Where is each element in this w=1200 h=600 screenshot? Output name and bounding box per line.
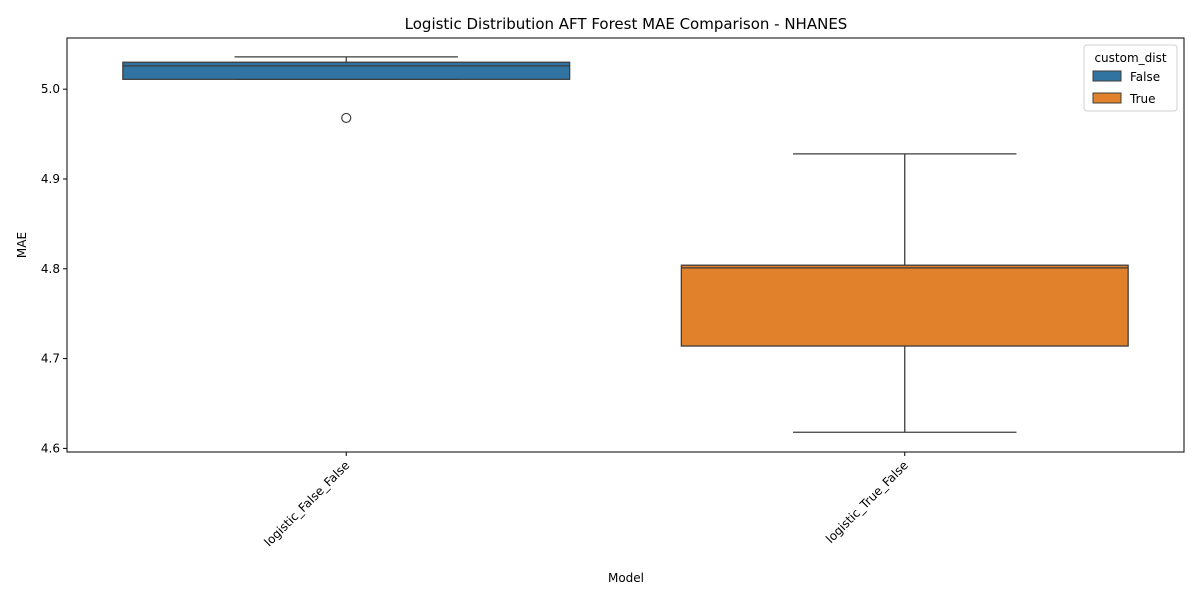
x-tick-label: logistic_False_False — [261, 458, 352, 549]
y-axis-label: MAE — [15, 232, 29, 258]
box-logistic_False_False — [122, 56, 571, 124]
legend-entry-label: True — [1129, 92, 1156, 106]
legend-swatch — [1092, 92, 1122, 104]
box-logistic_True_False — [680, 153, 1129, 433]
y-axis: 4.6 4.7 4.8 4.9 5.0 — [41, 82, 67, 455]
y-tick-label: 5.0 — [41, 82, 60, 96]
y-tick-label: 4.7 — [41, 352, 60, 366]
x-axis-label: Model — [608, 571, 644, 585]
plot-frame — [66, 37, 1185, 453]
legend-swatch — [1092, 70, 1122, 82]
outlier-point — [341, 112, 352, 124]
y-tick-label: 4.8 — [41, 262, 60, 276]
x-axis: logistic_False_False logistic_True_False — [261, 452, 911, 549]
legend-title: custom_dist — [1094, 51, 1166, 65]
legend: custom_dist False True — [1083, 44, 1178, 112]
boxes — [122, 56, 1129, 433]
box-iqr — [680, 264, 1129, 347]
plot-area — [66, 37, 1185, 453]
legend-entry-label: False — [1130, 70, 1160, 84]
x-tick-label: logistic_True_False — [823, 458, 911, 546]
chart-title: Logistic Distribution AFT Forest MAE Com… — [405, 15, 848, 33]
y-tick-label: 4.6 — [41, 441, 60, 455]
box-iqr — [122, 61, 571, 80]
y-tick-label: 4.9 — [41, 172, 60, 186]
